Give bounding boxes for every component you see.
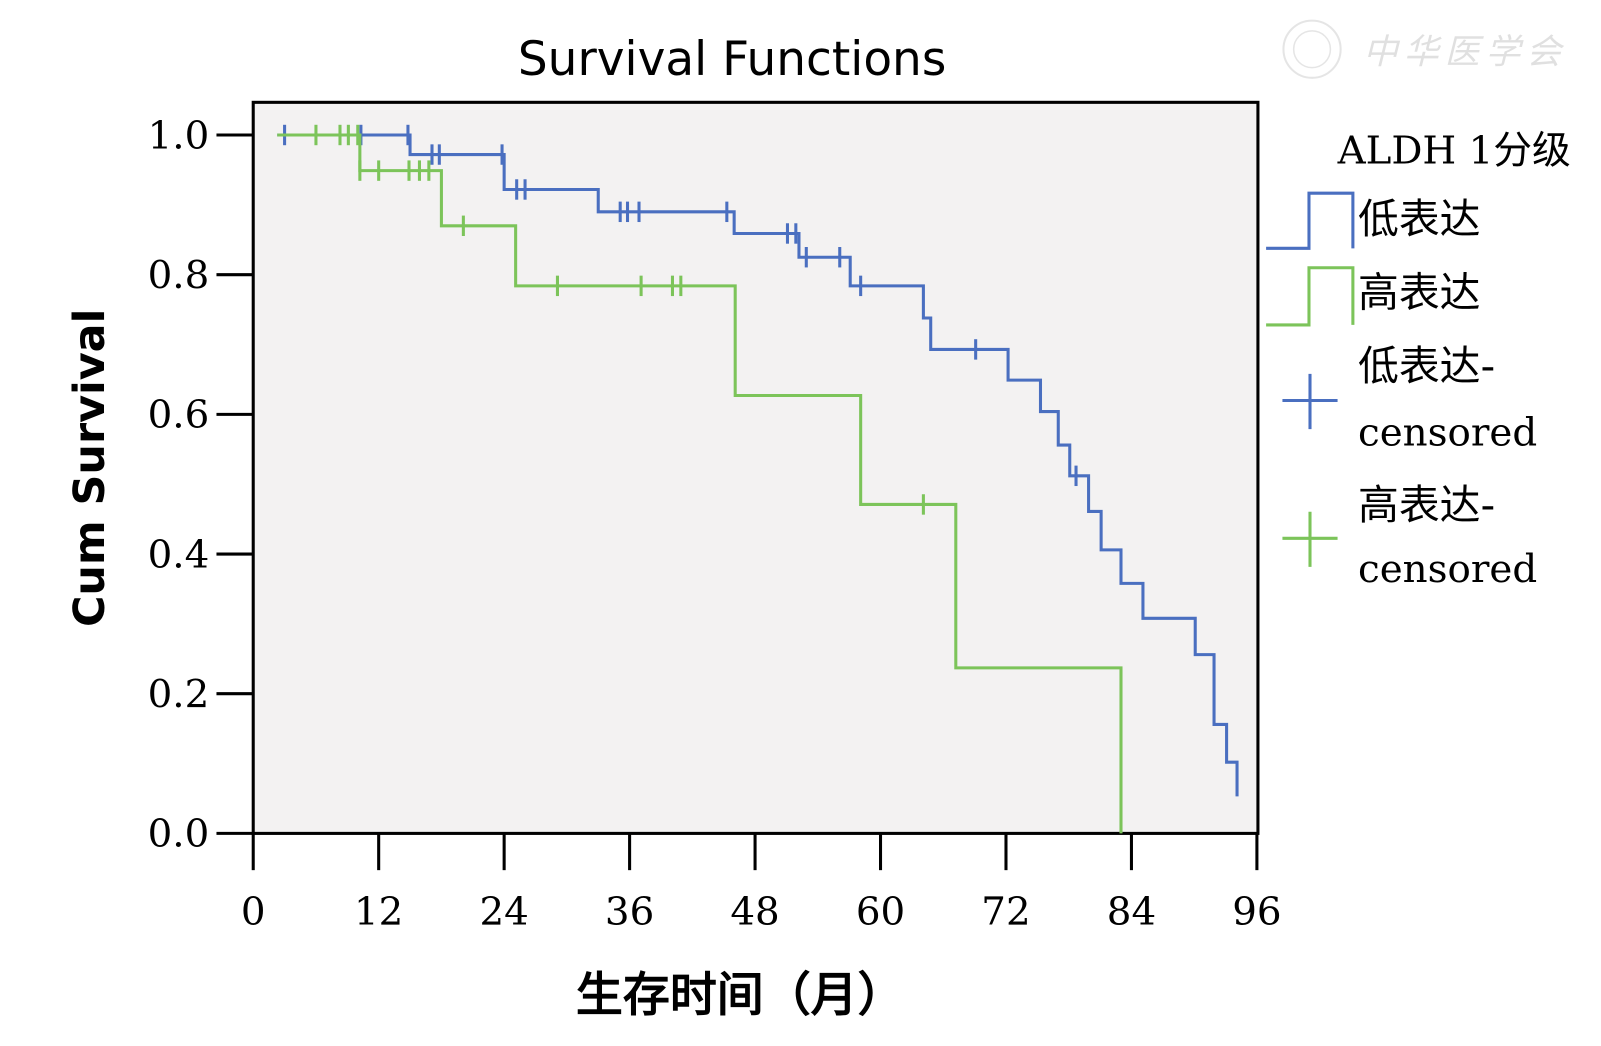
legend-label-high-censored-1: 高表达- bbox=[1358, 481, 1495, 529]
x-tick-label: 72 bbox=[981, 889, 1030, 934]
x-tick-label: 84 bbox=[1107, 889, 1156, 934]
plot-area bbox=[251, 100, 1260, 835]
legend-label-high-censored-2: censored bbox=[1358, 547, 1537, 592]
survival-line-high bbox=[277, 133, 1123, 834]
watermark-seal-icon bbox=[1282, 19, 1342, 79]
y-tick-label: 0.2 bbox=[148, 672, 210, 717]
legend-censor-high-icon bbox=[1282, 511, 1338, 567]
x-tick-label: 24 bbox=[479, 889, 528, 934]
y-tick-label: 0.4 bbox=[148, 532, 210, 577]
legend-label-low-censored-1: 低表达- bbox=[1358, 342, 1495, 390]
legend-censor-low-icon bbox=[1282, 373, 1338, 430]
legend-line-low bbox=[1266, 191, 1355, 250]
legend-label-high: 高表达 bbox=[1358, 269, 1481, 317]
y-tick-label: 0.8 bbox=[148, 253, 210, 298]
y-tick-label: 0.0 bbox=[148, 812, 210, 857]
legend-title: ALDH 1分级 bbox=[1337, 129, 1571, 174]
x-tick-label: 36 bbox=[605, 889, 654, 934]
watermark-text: 中华医学会 bbox=[1363, 33, 1567, 73]
legend-label-low: 低表达 bbox=[1358, 195, 1481, 243]
x-tick-label: 48 bbox=[730, 889, 779, 934]
chart-title: Survival Functions bbox=[518, 32, 946, 87]
x-tick-label: 0 bbox=[241, 889, 266, 934]
x-tick-label: 12 bbox=[354, 889, 403, 934]
legend-label-low-censored-2: censored bbox=[1358, 410, 1537, 455]
legend: ALDH 1分级 低表达 高表达 低表达- censored 高表达- cens… bbox=[1266, 129, 1571, 592]
y-tick-label: 1.0 bbox=[148, 113, 210, 158]
legend-line-high bbox=[1266, 266, 1355, 327]
x-axis-label: 生存时间（月） bbox=[576, 968, 905, 1023]
y-axis-label: Cum Survival bbox=[65, 309, 115, 627]
watermark: 中华医学会 bbox=[1282, 19, 1567, 79]
survival-line-low bbox=[277, 133, 1239, 797]
x-tick-label: 96 bbox=[1232, 889, 1281, 934]
y-tick-label: 0.6 bbox=[148, 393, 210, 438]
x-tick-label: 60 bbox=[856, 889, 905, 934]
